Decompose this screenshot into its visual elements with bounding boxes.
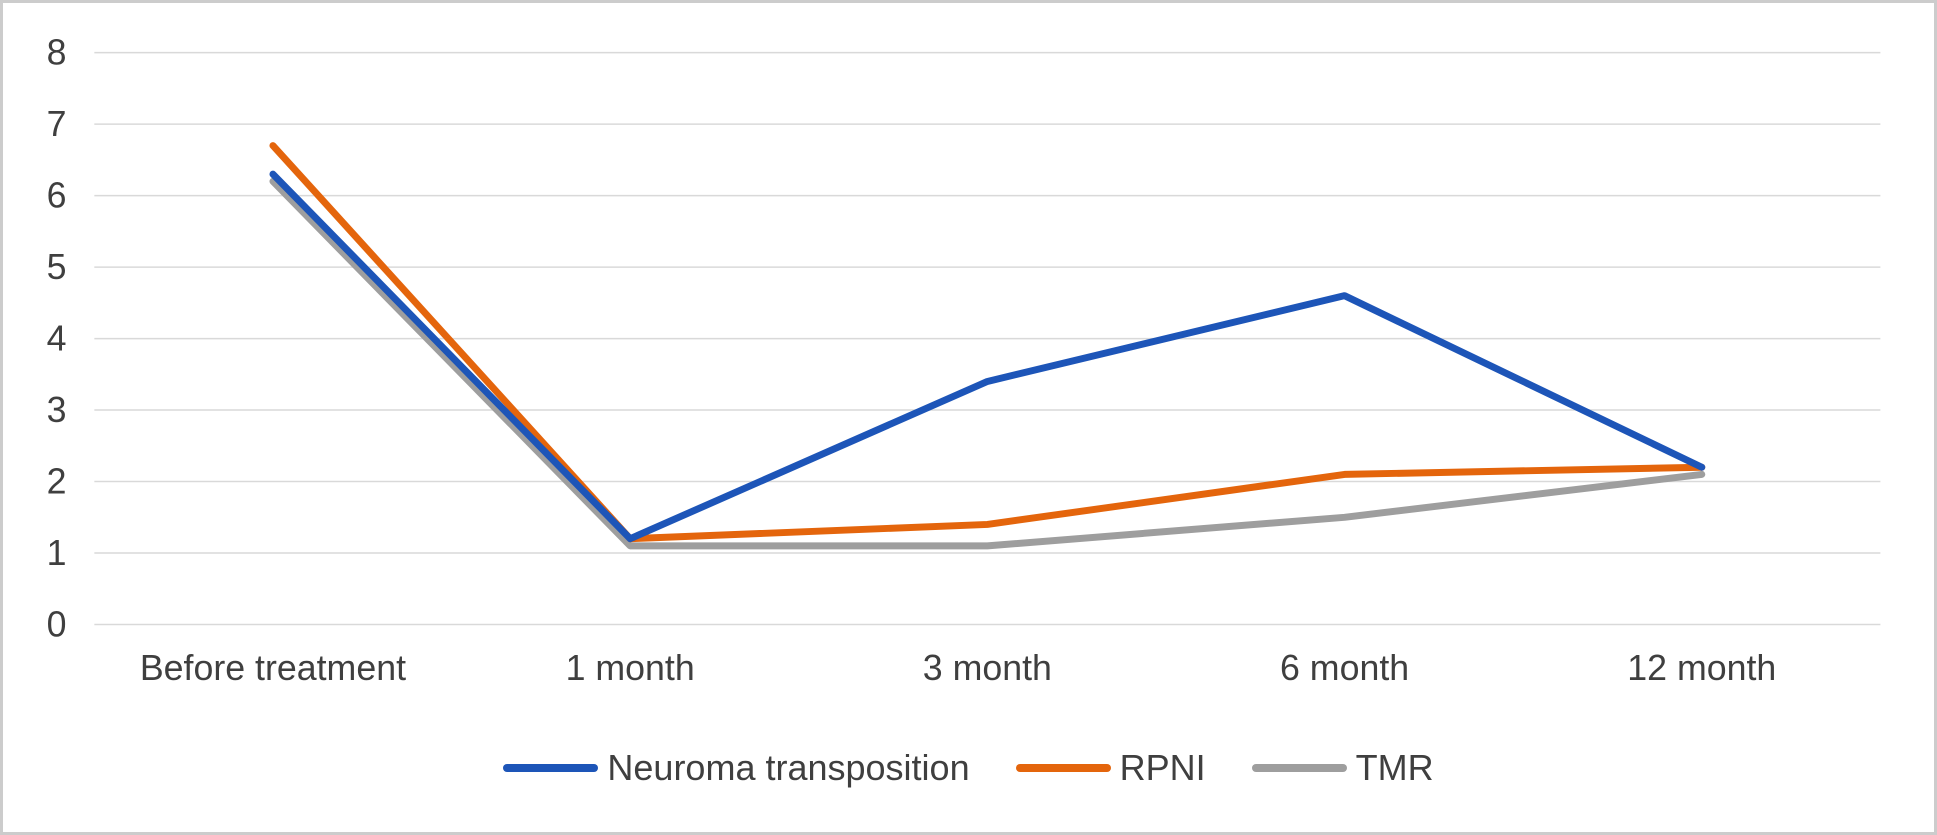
legend-item-neuroma-transposition[interactable]: Neuroma transposition bbox=[503, 747, 970, 789]
series-line-neuroma-transposition bbox=[269, 170, 1706, 543]
x-category-label-4: 6 month bbox=[1280, 648, 1409, 688]
y-tick-label-7: 7 bbox=[47, 104, 67, 144]
legend-swatch-rpni bbox=[1015, 764, 1111, 772]
x-category-label-2: 1 month bbox=[566, 648, 695, 688]
gridlines-group bbox=[94, 51, 1881, 626]
series-line-tmr bbox=[269, 177, 1706, 550]
x-category-label-3: 3 month bbox=[923, 648, 1052, 688]
y-tick-label-0: 0 bbox=[47, 604, 67, 644]
y-tick-label-6: 6 bbox=[47, 176, 67, 216]
y-tick-label-8: 8 bbox=[47, 33, 67, 73]
legend-label-neuroma-transposition: Neuroma transposition bbox=[607, 747, 970, 788]
x-category-label-1: Before treatment bbox=[140, 648, 406, 688]
y-tick-label-4: 4 bbox=[47, 318, 67, 358]
y-tick-label-1: 1 bbox=[47, 533, 67, 573]
y-tick-label-3: 3 bbox=[47, 390, 67, 430]
y-tick-label-2: 2 bbox=[47, 461, 67, 501]
y-axis-tick-labels-group: 0 1 2 3 4 5 6 7 8 bbox=[47, 33, 67, 645]
x-category-label-5: 12 month bbox=[1627, 648, 1776, 688]
legend-swatch-neuroma-transposition bbox=[503, 764, 599, 772]
legend-label-tmr: TMR bbox=[1355, 747, 1434, 788]
y-tick-label-5: 5 bbox=[47, 247, 67, 287]
legend-label-rpni: RPNI bbox=[1119, 747, 1206, 788]
x-axis-category-labels-group: Before treatment 1 month 3 month 6 month 12 … bbox=[140, 648, 1776, 688]
line-chart-plot: 0 1 2 3 4 5 6 7 8 Before treatment 1 month 3 month… bbox=[47, 33, 1881, 688]
legend-item-rpni[interactable]: RPNI bbox=[1015, 747, 1206, 789]
legend-swatch-tmr bbox=[1251, 764, 1347, 772]
chart-legend: Neuroma transposition RPNI TMR bbox=[3, 747, 1934, 789]
series-lines-group bbox=[269, 142, 1706, 550]
series-line-rpni bbox=[269, 142, 1706, 543]
legend-item-tmr[interactable]: TMR bbox=[1251, 747, 1434, 789]
